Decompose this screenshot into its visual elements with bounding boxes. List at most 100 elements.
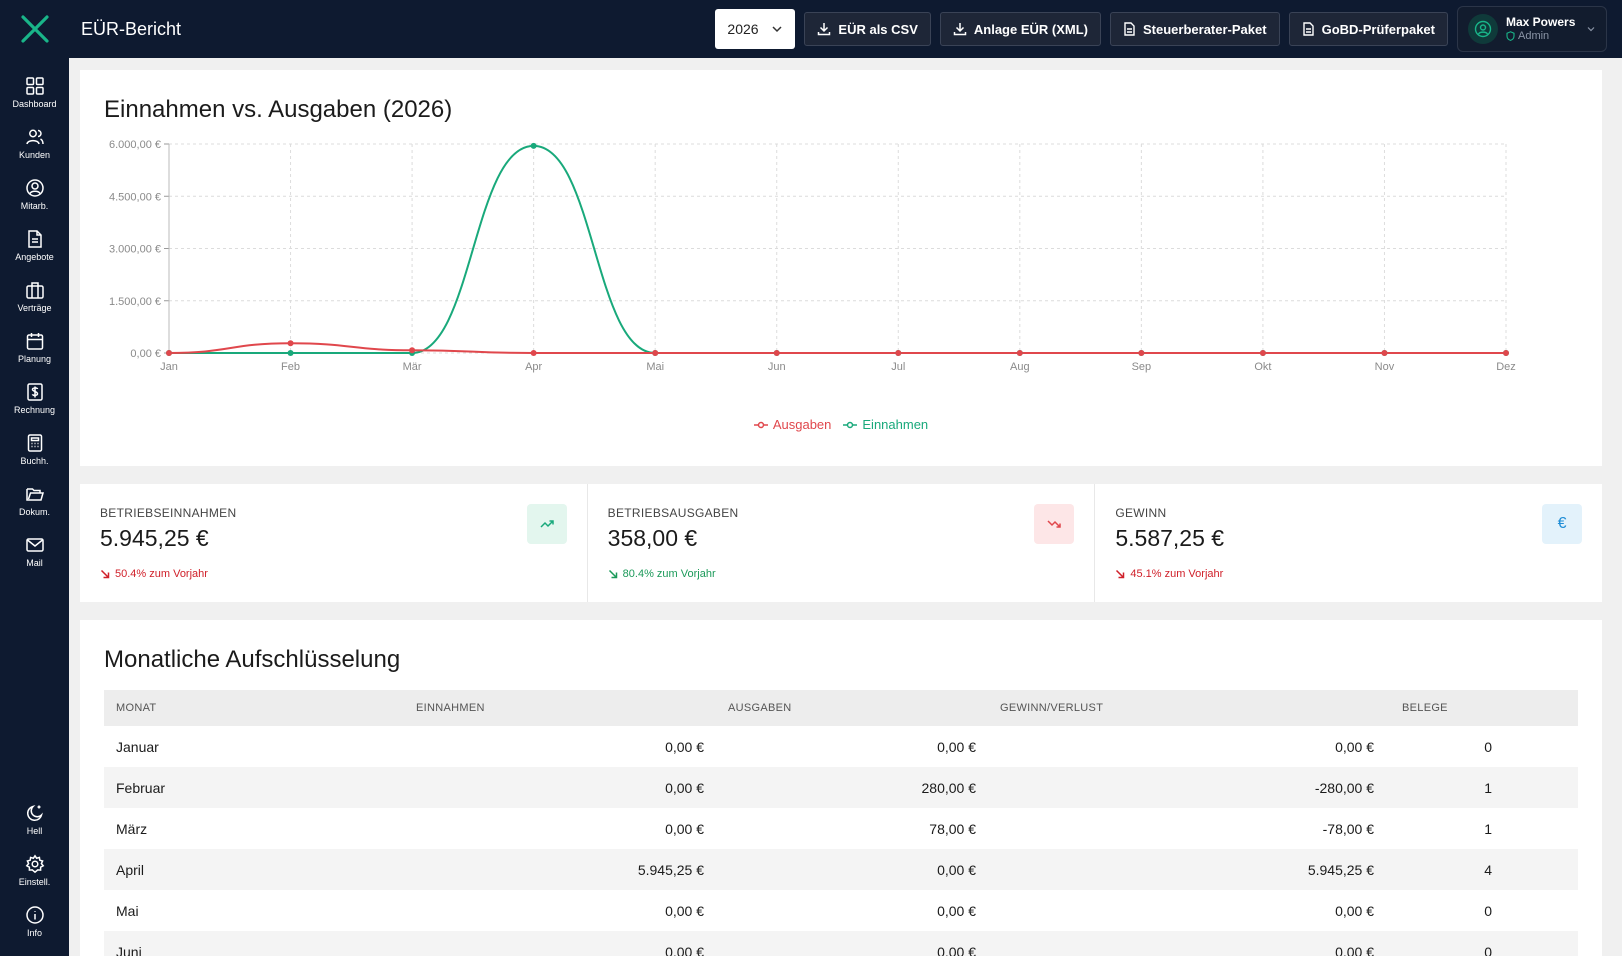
- x-tick-label: Jun: [768, 361, 786, 373]
- dashboard-icon: [25, 77, 44, 95]
- sidebar-item-dashboard[interactable]: Dashboard: [0, 72, 69, 120]
- table-row[interactable]: Februar 0,00 € 280,00 € -280,00 € 1: [104, 767, 1578, 808]
- export-csv-label: EÜR als CSV: [838, 21, 918, 37]
- sidebar-item-mail[interactable]: Mail: [0, 531, 69, 579]
- document-icon: [27, 230, 42, 248]
- sidebar-item-dokumente[interactable]: Dokum.: [0, 480, 69, 528]
- x-tick-label: Sep: [1132, 361, 1152, 373]
- cell-income: 5.945,25 €: [637, 861, 704, 878]
- tax-advisor-package-label: Steuerberater-Paket: [1143, 21, 1267, 37]
- sidebar-item-vertraege[interactable]: Verträge: [0, 276, 69, 324]
- legend-item-ausgaben[interactable]: Ausgaben: [753, 417, 831, 432]
- cell-month: Mai: [116, 902, 139, 919]
- table-row[interactable]: April 5.945,25 € 0,00 € 5.945,25 € 4: [104, 849, 1578, 890]
- stat-delta: 50.4% zum Vorjahr: [100, 568, 208, 580]
- data-point-ausgaben: [773, 350, 780, 356]
- cell-expenses: 0,00 €: [937, 738, 976, 755]
- data-point-ausgaben: [409, 347, 416, 354]
- mail-icon: [25, 538, 44, 552]
- cell-month: Januar: [116, 738, 159, 755]
- table-row[interactable]: Juni 0,00 € 0,00 € 0,00 € 0: [104, 931, 1578, 956]
- x-tick-label: Nov: [1375, 361, 1395, 373]
- calendar-icon: [26, 333, 43, 350]
- legend-item-einnahmen[interactable]: Einnahmen: [843, 417, 928, 432]
- sidebar-item-kunden[interactable]: Kunden: [0, 123, 69, 171]
- series-line-einnahmen: [168, 144, 1506, 355]
- chevron-down-icon: [772, 26, 782, 33]
- briefcase-icon: [25, 282, 44, 299]
- stat-value: 5.945,25 €: [100, 525, 209, 551]
- sidebar-item-label: Angebote: [15, 252, 54, 262]
- x-tick-label: Jul: [891, 361, 905, 373]
- theme-toggle[interactable]: Hell: [0, 799, 69, 847]
- sidebar-item-mitarbeiter[interactable]: Mitarb.: [0, 174, 69, 222]
- stat-delta: 45.1% zum Vorjahr: [1115, 568, 1223, 580]
- stat-icon-revenue: [526, 504, 567, 544]
- data-point-ausgaben: [530, 350, 537, 356]
- moon-icon: [26, 805, 43, 821]
- y-tick-label: 3.000,00 €: [109, 244, 161, 256]
- col-header-profit[interactable]: GEWINN/VERLUST: [1000, 702, 1104, 714]
- cell-month: April: [116, 861, 145, 878]
- cell-expenses: 0,00 €: [937, 943, 976, 956]
- stat-value: 358,00 €: [607, 525, 698, 551]
- sidebar-item-label: Mail: [26, 558, 43, 568]
- x-tick-label: Aug: [1010, 361, 1030, 373]
- arrow-down-right-icon: [608, 569, 617, 579]
- avatar: [1468, 14, 1498, 44]
- stat-label: GEWINN: [1115, 506, 1167, 520]
- x-tick-label: Okt: [1254, 361, 1271, 373]
- cell-income: 0,00 €: [665, 902, 704, 919]
- trending-down-icon: [1047, 520, 1062, 528]
- user-menu[interactable]: Max Powers Admin: [1457, 6, 1607, 52]
- tax-advisor-package-button[interactable]: Steuerberater-Paket: [1110, 12, 1280, 46]
- export-xml-button[interactable]: Anlage EÜR (XML): [939, 12, 1102, 46]
- col-header-income[interactable]: EINNAHMEN: [416, 702, 485, 714]
- sidebar-item-angebote[interactable]: Angebote: [0, 225, 69, 273]
- table-row[interactable]: März 0,00 € 78,00 € -78,00 € 1: [104, 808, 1578, 849]
- year-select-value: 2026: [727, 21, 759, 37]
- legend-line-icon: [843, 421, 858, 428]
- col-header-month[interactable]: MONAT: [116, 702, 157, 714]
- stat-delta-text: 50.4% zum Vorjahr: [115, 568, 208, 580]
- data-point-ausgaben: [1259, 350, 1266, 356]
- y-tick-label: 1.500,00 €: [109, 296, 161, 308]
- download-icon: [953, 23, 967, 36]
- user-name: Max Powers: [1506, 15, 1576, 29]
- stat-card-profit: GEWINN 5.587,25 € 45.1% zum Vorjahr €: [1095, 484, 1603, 602]
- sidebar-item-rechnung[interactable]: Rechnung: [0, 378, 69, 426]
- cell-expenses: 0,00 €: [937, 861, 976, 878]
- stat-card-revenue: BETRIEBSEINNAHMEN 5.945,25 € 50.4% zum V…: [80, 484, 587, 602]
- sidebar-item-label: Rechnung: [13, 405, 56, 415]
- sidebar-item-label: Planung: [17, 354, 52, 364]
- euro-icon: €: [1542, 504, 1583, 544]
- export-csv-button[interactable]: EÜR als CSV: [804, 12, 931, 46]
- stat-card-expenses: BETRIEBSAUSGABEN 358,00 € 80.4% zum Vorj…: [587, 484, 1095, 602]
- sidebar-item-info[interactable]: Info: [0, 901, 69, 949]
- stat-delta-text: 45.1% zum Vorjahr: [1130, 568, 1224, 580]
- y-tick-label: 4.500,00 €: [109, 191, 161, 203]
- data-point-ausgaben: [895, 350, 902, 356]
- x-tick-label: Apr: [525, 361, 542, 373]
- gobd-package-button[interactable]: GoBD-Prüferpaket: [1288, 12, 1448, 46]
- table-title: Monatliche Aufschlüsselung: [104, 646, 401, 673]
- col-header-expenses[interactable]: AUSGABEN: [728, 702, 792, 714]
- table-header: MONAT EINNAHMEN AUSGABEN GEWINN/VERLUST …: [104, 690, 1578, 726]
- x-tick-label: Mai: [646, 361, 664, 373]
- sidebar-item-label: Buchh.: [20, 456, 49, 466]
- sidebar-item-planung[interactable]: Planung: [0, 327, 69, 375]
- user-circle-icon: [25, 179, 44, 197]
- table-row[interactable]: Januar 0,00 € 0,00 € 0,00 € 0: [104, 726, 1578, 767]
- sidebar-item-label: Einstell.: [18, 877, 51, 887]
- chart-title: Einnahmen vs. Ausgaben (2026): [104, 96, 453, 123]
- x-tick-label: Mär: [403, 361, 422, 373]
- x-logo-icon[interactable]: [0, 0, 69, 58]
- sidebar-item-buchhaltung[interactable]: Buchh.: [0, 429, 69, 477]
- col-header-receipts[interactable]: BELEGE: [1402, 702, 1448, 714]
- year-select[interactable]: 2026: [715, 9, 796, 49]
- sidebar: Dashboard Kunden Mitarb. Angebote Verträ…: [0, 58, 69, 956]
- cell-income: 0,00 €: [665, 943, 704, 956]
- sidebar-item-einstellungen[interactable]: Einstell.: [0, 850, 69, 898]
- data-point-ausgaben: [1138, 350, 1145, 356]
- table-row[interactable]: Mai 0,00 € 0,00 € 0,00 € 0: [104, 890, 1578, 931]
